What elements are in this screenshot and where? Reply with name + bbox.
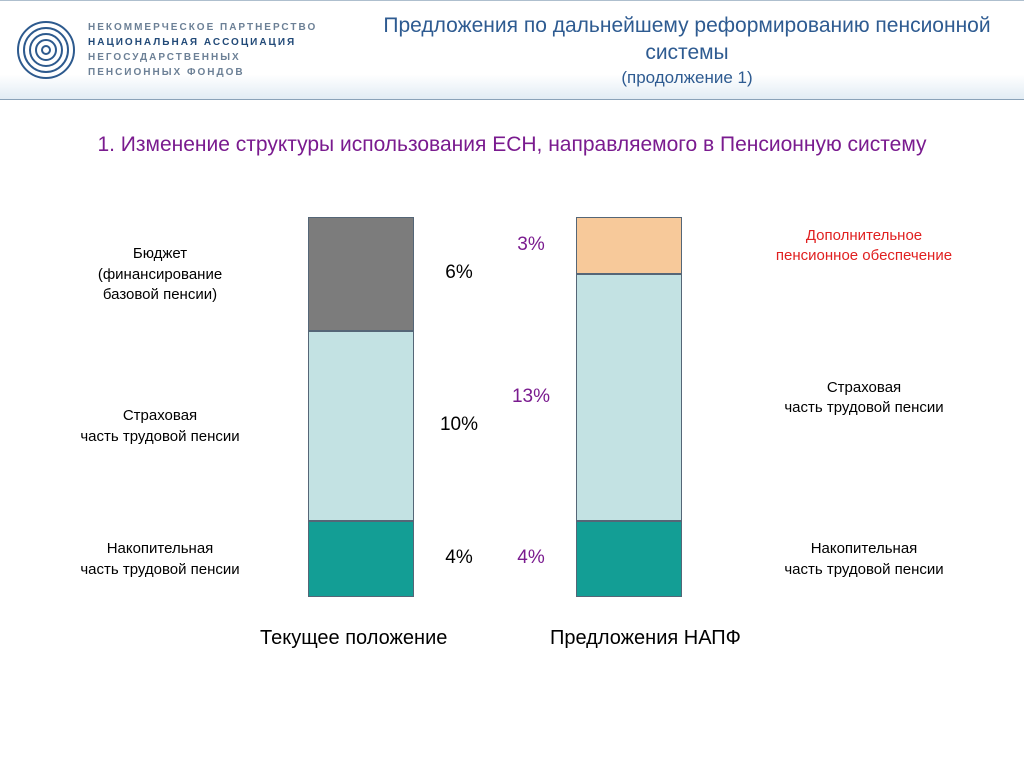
- org-line-4: ПЕНСИОННЫХ ФОНДОВ: [88, 65, 317, 80]
- org-line-2: НАЦИОНАЛЬНАЯ АССОЦИАЦИЯ: [88, 35, 317, 50]
- section-title: 1. Изменение структуры использования ЕСН…: [60, 130, 964, 159]
- right-category-label: Дополнительноепенсионное обеспечение: [754, 226, 974, 267]
- bar-segment-right-funded: [576, 521, 682, 597]
- left-category-label: Бюджет(финансированиебазовой пенсии): [60, 244, 260, 305]
- bar-segment-right-extra: [576, 217, 682, 274]
- axis-label-current: Текущее положение: [260, 627, 447, 650]
- header: НЕКОММЕРЧЕСКОЕ ПАРТНЕРСТВО НАЦИОНАЛЬНАЯ …: [0, 0, 1024, 100]
- left-category-label: Страховаячасть трудовой пенсии: [60, 406, 260, 447]
- bar-segment-left-budget: [308, 217, 414, 331]
- slide-title: Предложения по дальнейшему реформировани…: [380, 12, 994, 89]
- bar-segment-right-insurance: [576, 274, 682, 521]
- pct-label: 4%: [434, 547, 484, 569]
- title-main: Предложения по дальнейшему реформировани…: [380, 12, 994, 67]
- logo-block: НЕКОММЕРЧЕСКОЕ ПАРТНЕРСТВО НАЦИОНАЛЬНАЯ …: [16, 20, 317, 80]
- stacked-bar-chart: 6% 10% 4% 3% 13% 4% Бюджет(финансированиебазов…: [20, 177, 1004, 697]
- pct-label: 10%: [434, 414, 484, 436]
- right-category-label: Накопительнаячасть трудовой пенсии: [754, 539, 974, 580]
- axis-label-proposal: Предложения НАПФ: [550, 627, 741, 650]
- org-text: НЕКОММЕРЧЕСКОЕ ПАРТНЕРСТВО НАЦИОНАЛЬНАЯ …: [88, 20, 317, 80]
- pct-label: 3%: [506, 234, 556, 256]
- bar-segment-left-funded: [308, 521, 414, 597]
- pct-label: 13%: [506, 386, 556, 408]
- spiral-logo-icon: [16, 20, 76, 80]
- bar-segment-left-insurance: [308, 331, 414, 521]
- org-line-3: НЕГОСУДАРСТВЕННЫХ: [88, 50, 317, 65]
- pct-label: 6%: [434, 262, 484, 284]
- pct-label: 4%: [506, 547, 556, 569]
- title-sub: (продолжение 1): [380, 68, 994, 88]
- left-category-label: Накопительнаячасть трудовой пенсии: [60, 539, 260, 580]
- right-category-label: Страховаячасть трудовой пенсии: [754, 378, 974, 419]
- org-line-1: НЕКОММЕРЧЕСКОЕ ПАРТНЕРСТВО: [88, 20, 317, 35]
